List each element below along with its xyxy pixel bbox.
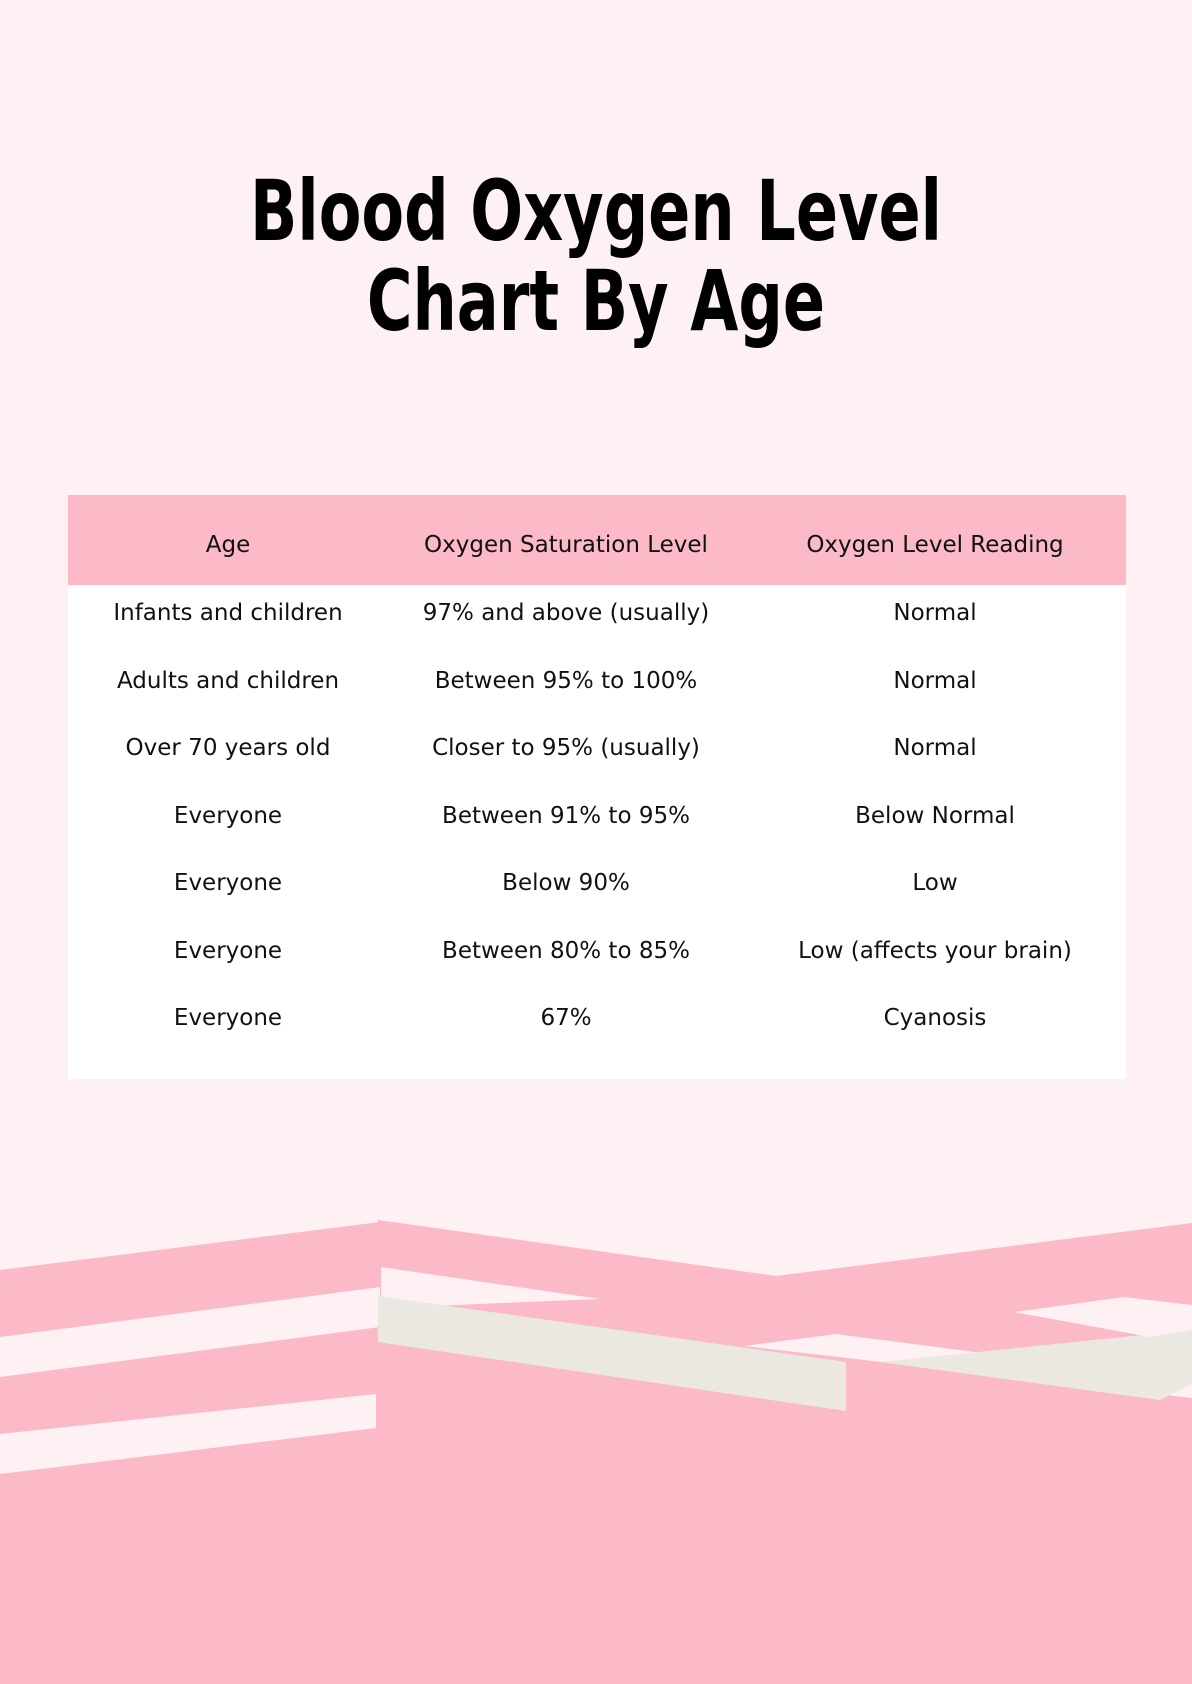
column-header-age: Age xyxy=(205,532,251,558)
column-header-saturation: Oxygen Saturation Level xyxy=(424,532,708,558)
row-3-age: Over 70 years old xyxy=(125,735,331,761)
row-3-reading: Normal xyxy=(893,735,977,761)
decorative-stripes xyxy=(0,1220,1192,1684)
title-line-1: Blood Oxygen Level xyxy=(250,162,942,260)
table-header-row: Age Oxygen Saturation Level Oxygen Level… xyxy=(68,495,1126,585)
row-1-reading: Normal xyxy=(893,600,977,626)
title-line-2: Chart By Age xyxy=(366,252,826,350)
light-stripe-middle xyxy=(381,1267,600,1308)
row-6-saturation: Between 80% to 85% xyxy=(442,938,690,964)
row-6-age: Everyone xyxy=(173,938,283,964)
oxygen-level-table: Age Oxygen Saturation Level Oxygen Level… xyxy=(68,495,1126,1079)
row-7-age: Everyone xyxy=(173,1005,283,1031)
row-4-age: Everyone xyxy=(173,803,283,829)
beige-stripe-middle xyxy=(378,1296,846,1411)
row-5-reading: Low xyxy=(912,870,958,896)
row-2-saturation: Between 95% to 100% xyxy=(434,668,698,694)
light-stripe-left-1 xyxy=(0,1287,380,1377)
row-7-reading: Cyanosis xyxy=(883,1005,987,1031)
row-1-age: Infants and children xyxy=(113,600,343,626)
light-stripe-left-2 xyxy=(0,1394,376,1474)
row-4-reading: Below Normal xyxy=(855,803,1015,829)
row-6-reading: Low (affects your brain) xyxy=(798,938,1072,964)
row-2-age: Adults and children xyxy=(116,668,340,694)
light-stripe-right xyxy=(1014,1297,1192,1337)
row-2-reading: Normal xyxy=(893,668,977,694)
column-header-reading: Oxygen Level Reading xyxy=(806,532,1064,558)
row-5-age: Everyone xyxy=(173,870,283,896)
page-title: Blood Oxygen Level Chart By Age xyxy=(155,166,1037,346)
row-3-saturation: Closer to 95% (usually) xyxy=(432,735,700,761)
row-5-saturation: Below 90% xyxy=(502,870,630,896)
row-1-saturation: 97% and above (usually) xyxy=(422,600,710,626)
row-4-saturation: Between 91% to 95% xyxy=(442,803,690,829)
row-7-saturation: 67% xyxy=(540,1005,592,1031)
beige-stripe-right xyxy=(880,1330,1192,1400)
